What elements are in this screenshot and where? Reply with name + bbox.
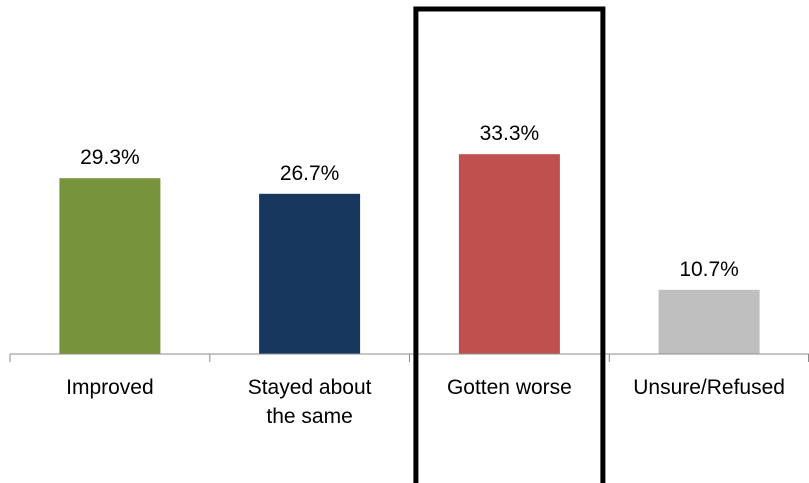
bar-1 (259, 193, 361, 354)
category-labels-group: Improved Stayed about the same Gotten worse… (66, 376, 785, 428)
data-label-1: 26.7% (280, 162, 340, 185)
x-axis (9, 353, 809, 362)
category-label-2: Gotten worse (447, 376, 572, 399)
bar-0 (59, 178, 161, 354)
highlight-box (413, 6, 606, 483)
data-labels-group: 29.3% 26.7% 33.3% 10.7% (80, 122, 739, 281)
data-label-0: 29.3% (80, 146, 140, 169)
bar-3 (658, 289, 760, 354)
category-label-1: Stayed about the same (248, 376, 372, 428)
data-label-2: 33.3% (480, 122, 540, 145)
bars-group (59, 154, 760, 354)
bar-2 (458, 154, 560, 354)
data-label-3: 10.7% (679, 258, 739, 281)
category-label-0: Improved (66, 376, 154, 399)
category-label-3: Unsure/Refused (633, 376, 785, 399)
highlight-box-group (413, 6, 606, 483)
